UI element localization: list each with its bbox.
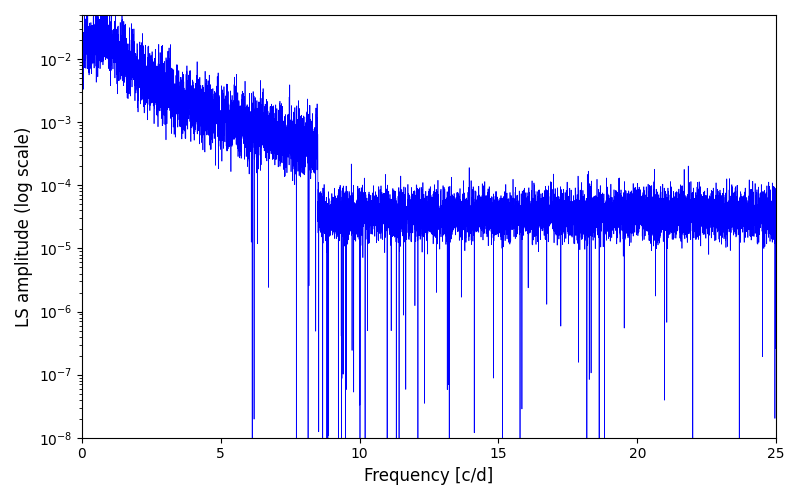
Y-axis label: LS amplitude (log scale): LS amplitude (log scale) bbox=[15, 126, 33, 326]
X-axis label: Frequency [c/d]: Frequency [c/d] bbox=[364, 467, 494, 485]
